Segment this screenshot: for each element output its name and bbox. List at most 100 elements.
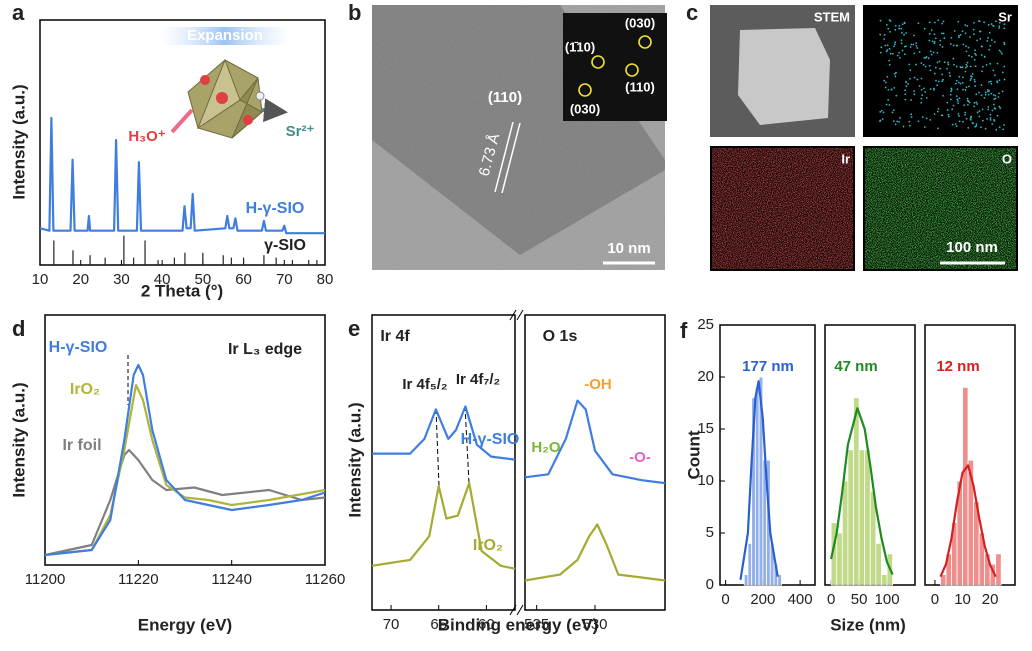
dot <box>894 43 896 46</box>
dot <box>910 43 913 46</box>
dot <box>961 66 964 69</box>
dot <box>879 33 882 36</box>
dot <box>881 118 884 120</box>
y-tick-label: 5 <box>706 524 714 541</box>
dot <box>966 65 969 68</box>
arrow <box>261 98 288 123</box>
dot <box>917 22 920 25</box>
dot <box>908 63 911 66</box>
dot <box>986 40 989 42</box>
dot <box>963 104 966 107</box>
dot <box>888 59 891 62</box>
dot <box>973 58 976 61</box>
x-tick-label: 11260 <box>305 571 346 588</box>
series-line <box>44 363 326 557</box>
x-tick-label: 20 <box>982 591 999 608</box>
dot <box>884 86 887 89</box>
dot <box>997 96 1000 98</box>
dot <box>968 101 971 104</box>
dot <box>981 65 984 68</box>
dot <box>879 19 882 22</box>
spot-label: (1̄10) <box>565 39 595 54</box>
dot <box>980 94 983 97</box>
dot <box>921 116 924 118</box>
dot <box>886 49 889 51</box>
annotation: -O- <box>629 449 651 466</box>
histogram-bar <box>754 386 760 586</box>
dot <box>943 61 946 64</box>
dot <box>947 61 949 64</box>
dot <box>920 97 923 100</box>
dot <box>954 123 957 125</box>
dot <box>961 82 964 84</box>
dot <box>987 37 989 39</box>
dot <box>964 111 967 114</box>
dot <box>998 49 1001 52</box>
dot <box>952 44 955 47</box>
legend-label: IrO₂ <box>70 381 100 398</box>
dot <box>883 34 886 36</box>
dot <box>998 92 1000 95</box>
fit-curve <box>739 380 779 580</box>
dot <box>885 103 888 106</box>
dot <box>988 89 991 92</box>
dot <box>887 88 890 91</box>
dot <box>930 53 933 56</box>
x-tick-label: 0 <box>827 591 835 608</box>
annotation: Ir 4f₇/₂ <box>456 371 500 388</box>
histogram-bar <box>747 543 753 586</box>
dot <box>895 71 897 74</box>
series-line <box>524 399 666 485</box>
x-tick-label: 0 <box>721 591 729 608</box>
size-label: 177 nm <box>742 358 794 375</box>
dot <box>958 115 960 117</box>
dot <box>996 62 999 65</box>
dot <box>927 57 930 60</box>
dot <box>941 46 944 48</box>
dot <box>998 21 1001 24</box>
dot <box>888 47 891 50</box>
dot <box>976 111 979 114</box>
dot <box>898 27 901 30</box>
dot <box>969 36 971 38</box>
dot <box>984 127 987 130</box>
dot <box>975 101 978 104</box>
spot-label: (030) <box>625 15 655 30</box>
crystal <box>187 58 265 139</box>
dot <box>952 104 955 107</box>
histogram-bar <box>847 449 854 586</box>
dot <box>958 75 961 78</box>
dot <box>936 84 939 87</box>
dot <box>953 63 955 66</box>
dot <box>991 123 994 125</box>
dot <box>970 55 973 58</box>
x-tick-label: 200 <box>750 591 775 608</box>
dot <box>950 89 953 91</box>
dot <box>902 125 905 128</box>
dot <box>933 33 936 36</box>
dot <box>937 80 940 83</box>
dot <box>937 127 939 130</box>
dot <box>995 20 997 23</box>
spot-label: (110) <box>625 79 655 94</box>
annotation: Ir 4f₅/₂ <box>402 376 447 393</box>
panel-label: d <box>12 316 25 341</box>
panel-label: f <box>680 318 688 343</box>
dot <box>894 24 897 27</box>
arrow <box>170 108 194 134</box>
dot <box>975 54 977 56</box>
dot <box>987 108 990 111</box>
dot <box>998 79 1001 82</box>
y-axis-label: Intensity (a.u.) <box>345 402 364 517</box>
dot <box>989 44 992 47</box>
dot <box>885 23 888 26</box>
dot <box>924 56 927 59</box>
dot <box>950 98 952 101</box>
dot <box>905 80 907 83</box>
legend-label: γ-SIO <box>264 237 306 254</box>
dot <box>933 88 935 91</box>
dot <box>971 122 974 124</box>
dot <box>888 63 891 66</box>
dot <box>942 94 945 97</box>
dot <box>884 44 887 47</box>
